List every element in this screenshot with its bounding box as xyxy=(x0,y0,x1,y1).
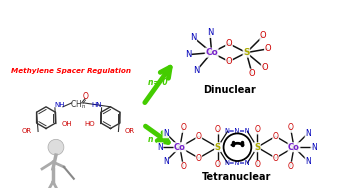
Text: n= 0: n= 0 xyxy=(148,78,168,87)
Text: S: S xyxy=(254,143,260,152)
Text: $\mathregular{CH_n}$: $\mathregular{CH_n}$ xyxy=(70,99,86,111)
Text: N: N xyxy=(193,66,200,75)
Text: N=N=N: N=N=N xyxy=(225,129,250,134)
Text: Co: Co xyxy=(288,143,300,152)
Text: Co: Co xyxy=(205,48,218,57)
Text: n = 1: n = 1 xyxy=(148,135,170,144)
Text: O: O xyxy=(181,123,186,132)
Text: O: O xyxy=(288,162,293,171)
Text: N: N xyxy=(163,129,169,138)
Text: O: O xyxy=(196,153,202,163)
Text: O: O xyxy=(226,57,232,66)
Text: O: O xyxy=(288,123,293,132)
Text: OH: OH xyxy=(62,121,72,127)
Text: N: N xyxy=(185,50,191,59)
Text: S: S xyxy=(215,143,221,152)
Text: N: N xyxy=(305,129,311,138)
Text: HN: HN xyxy=(91,102,102,108)
Text: N: N xyxy=(305,157,311,166)
Text: N: N xyxy=(311,143,317,152)
Text: OR: OR xyxy=(124,129,135,134)
Text: O: O xyxy=(215,125,221,134)
Circle shape xyxy=(48,139,64,155)
Text: NH: NH xyxy=(55,102,65,108)
Text: Dinuclear: Dinuclear xyxy=(203,85,256,95)
Text: O: O xyxy=(83,92,89,101)
Text: N: N xyxy=(190,33,197,42)
Text: O: O xyxy=(249,69,255,78)
Text: OR: OR xyxy=(22,129,32,134)
Text: Methylene Spacer Regulation: Methylene Spacer Regulation xyxy=(11,68,131,74)
Text: N: N xyxy=(207,29,213,37)
Text: O: O xyxy=(273,132,278,141)
Text: O: O xyxy=(254,125,260,134)
Text: O: O xyxy=(254,160,260,170)
Text: N: N xyxy=(157,143,163,152)
Text: O: O xyxy=(265,44,271,53)
Text: N=N=N: N=N=N xyxy=(225,160,250,166)
Text: Tetranuclear: Tetranuclear xyxy=(202,172,271,182)
Text: O: O xyxy=(181,162,186,171)
Text: O: O xyxy=(226,39,232,48)
Text: Co: Co xyxy=(174,143,186,152)
Text: S: S xyxy=(243,48,250,57)
Text: N: N xyxy=(163,157,169,166)
Text: HO: HO xyxy=(84,121,95,127)
Text: O: O xyxy=(260,31,267,40)
Text: O: O xyxy=(261,63,268,72)
Text: O: O xyxy=(215,160,221,170)
Text: O: O xyxy=(273,153,278,163)
Text: O: O xyxy=(196,132,202,141)
